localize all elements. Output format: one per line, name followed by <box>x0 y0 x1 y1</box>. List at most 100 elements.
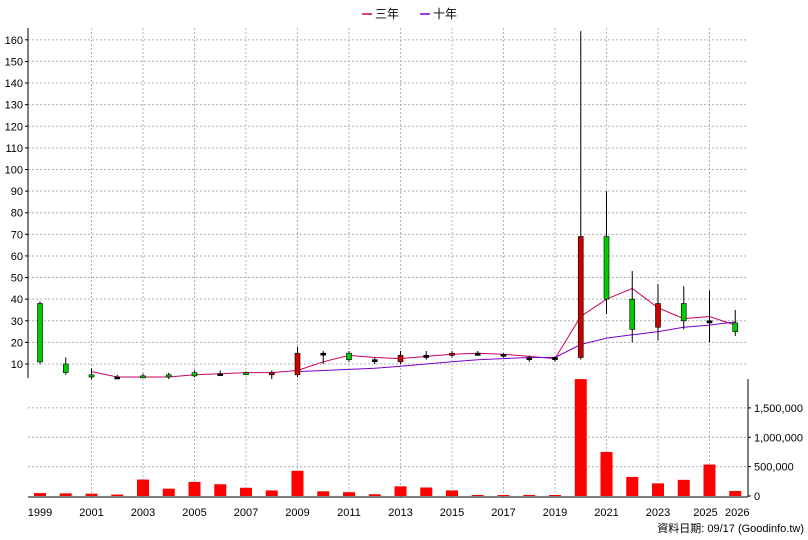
x-tick-label-2003: 2003 <box>131 507 155 519</box>
candle-body-2021 <box>603 236 610 300</box>
volume-bar-2018 <box>523 495 536 496</box>
price-grid <box>28 28 748 378</box>
x-tick-label-2019: 2019 <box>543 507 567 519</box>
x-tick-label-2009: 2009 <box>285 507 309 519</box>
volume-tick-label-2: 1,000,000 <box>754 432 803 444</box>
candle-2017 <box>500 353 507 358</box>
x-tick-label-2013: 2013 <box>388 507 412 519</box>
candle-body-2003 <box>140 375 146 379</box>
candle-body-2020 <box>577 236 584 358</box>
volume-bar-2023 <box>652 483 664 496</box>
candle-2012 <box>371 357 378 364</box>
candle-2009 <box>294 346 301 377</box>
x-tick-label-1999: 1999 <box>28 507 52 519</box>
candle-2015 <box>449 351 455 358</box>
price-tick-label-15: 160 <box>5 35 23 47</box>
candle-body-2023 <box>655 303 661 328</box>
candle-2020 <box>577 31 584 360</box>
x-tick-label-2015: 2015 <box>440 507 464 519</box>
candle-body-2013 <box>397 355 404 363</box>
footer-source: 資料日期: 09/17 (Goodinfo.tw) <box>657 521 804 535</box>
candle-2010 <box>320 351 327 364</box>
volume-bar-2021 <box>600 451 613 496</box>
candle-body-2022 <box>629 298 636 330</box>
candle-body-2002 <box>114 376 121 380</box>
candle-2011 <box>346 351 352 362</box>
candle-2021 <box>603 191 610 315</box>
candle-2018 <box>526 355 533 362</box>
price-tick-label-9: 100 <box>5 164 23 176</box>
x-tick-label-2011: 2011 <box>337 507 361 519</box>
x-tick-label-2017: 2017 <box>491 507 515 519</box>
price-tick-label-10: 110 <box>5 143 23 155</box>
candle-body-2014 <box>423 355 430 358</box>
volume-bars <box>34 379 742 496</box>
price-tick-label-14: 150 <box>5 56 23 68</box>
x-tick-label-2007: 2007 <box>234 507 258 519</box>
price-tick-label-3: 40 <box>11 294 23 306</box>
candle-2022 <box>629 271 636 343</box>
candle-2025 <box>706 290 713 343</box>
volume-bar-2022 <box>626 476 639 496</box>
volume-bar-2013 <box>394 486 407 496</box>
candle-body-2004 <box>165 374 172 378</box>
candle-body-2008 <box>268 372 275 376</box>
candle-body-2024 <box>680 303 687 322</box>
price-tick-label-8: 90 <box>11 186 23 198</box>
candle-2004 <box>165 372 172 380</box>
candle-body-2018 <box>526 357 533 360</box>
legend: 三年 十年 <box>362 7 457 21</box>
plot-frames <box>27 28 749 498</box>
ma-line-0 <box>91 287 736 378</box>
candle-2013 <box>397 351 404 364</box>
volume-bar-2005 <box>188 481 201 496</box>
volume-tick-label-1: 500,000 <box>754 462 794 474</box>
volume-bar-2006 <box>214 484 227 496</box>
volume-bar-2009 <box>291 470 304 496</box>
volume-bar-2025 <box>703 464 716 496</box>
volume-bar-2020 <box>574 379 587 496</box>
price-tick-label-2: 30 <box>11 316 23 328</box>
legend-label-0: 三年 <box>375 7 399 21</box>
x-axis: 1999 2001 2003 2005 2007 2009 2011 2013 2015 2017… <box>28 507 750 519</box>
candle-body-2011 <box>346 352 352 360</box>
candle-2014 <box>423 351 430 360</box>
price-tick-label-5: 60 <box>11 251 23 263</box>
candle-body-2010 <box>320 352 327 356</box>
volume-bar-2011 <box>343 492 355 496</box>
volume-bar-2003 <box>137 479 149 496</box>
candle-body-2015 <box>449 352 455 356</box>
candle-2006 <box>217 370 224 377</box>
candle-body-2009 <box>294 352 301 376</box>
candle-body-2019 <box>552 357 558 360</box>
volume-bar-2016 <box>471 495 484 496</box>
candle-body-2026 <box>732 322 739 332</box>
x-tick-label-2001: 2001 <box>79 507 103 519</box>
candle-body-2006 <box>217 373 224 377</box>
volume-bar-2012 <box>368 494 381 496</box>
volume-grid <box>28 379 748 497</box>
price-y-axis: 10 20 30 40 50 60 70 80 90 100 110 120 130 140 150 160 <box>5 35 28 371</box>
candle-body-2007 <box>243 372 249 375</box>
price-tick-label-7: 80 <box>11 208 23 220</box>
volume-bar-2007 <box>240 487 252 496</box>
candle-2026 <box>732 309 739 336</box>
candle-body-2017 <box>500 353 507 357</box>
volume-y-axis: 0 500,000 1,000,000 1,500,000 <box>748 403 803 503</box>
price-tick-label-4: 50 <box>11 273 23 285</box>
x-tick-label-2026: 2026 <box>725 507 749 519</box>
volume-bar-2026 <box>729 491 742 496</box>
volume-bar-2001 <box>85 493 98 496</box>
candle-2003 <box>140 373 146 379</box>
candle-2005 <box>191 370 198 377</box>
legend-label-1: 十年 <box>433 7 457 21</box>
candle-body-2012 <box>371 359 378 362</box>
candle-body-2001 <box>88 374 95 378</box>
candle-2007 <box>243 371 249 375</box>
candle-2000 <box>62 357 69 375</box>
x-tick-label-2023: 2023 <box>646 507 670 519</box>
volume-tick-label-3: 1,500,000 <box>754 403 803 415</box>
volume-bar-2010 <box>317 491 330 496</box>
volume-bar-2024 <box>677 479 690 496</box>
